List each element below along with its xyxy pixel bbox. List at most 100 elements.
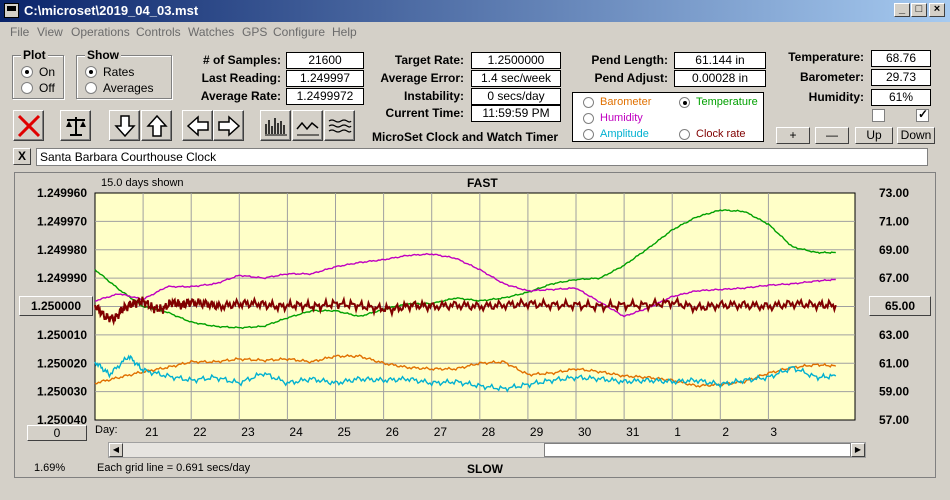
current-time-label: Current Time:	[385, 106, 464, 120]
checkbox-right[interactable]	[916, 107, 929, 122]
series-line-temperature	[94, 209, 836, 330]
down-button[interactable]: Down	[897, 127, 935, 144]
x-tick-label: 1	[674, 425, 681, 439]
series-radio-clock-rate[interactable]: Clock rate	[679, 128, 746, 140]
center-value-button[interactable]: 1.250000	[19, 296, 93, 316]
bar-graph-button[interactable]	[260, 110, 291, 141]
y-right-tick-label: 61.00	[879, 356, 909, 370]
plus-button[interactable]: +	[776, 127, 810, 144]
show-averages-label: Averages	[103, 81, 154, 95]
menu-controls[interactable]: Controls	[136, 25, 181, 39]
series-radio-barometer[interactable]: Barometer	[583, 96, 651, 108]
down-arrow-icon	[114, 115, 136, 138]
radio-indicator	[679, 128, 690, 140]
minus-button[interactable]: —	[815, 127, 849, 144]
x-tick-label: 23	[241, 425, 255, 439]
plot-on-label: On	[39, 65, 56, 79]
noise-graph-icon	[328, 119, 352, 133]
app-icon	[4, 3, 19, 18]
x-tick-label: 30	[578, 425, 592, 439]
show-averages-radio[interactable]: Averages	[85, 80, 153, 96]
y-left-tick-label: 1.250010	[37, 328, 87, 342]
close-window-button[interactable]: ×	[929, 3, 945, 17]
balance-button[interactable]	[60, 110, 91, 141]
slow-label: SLOW	[467, 462, 503, 476]
menu-watches[interactable]: Watches	[188, 25, 235, 39]
noise-graph-button[interactable]	[324, 110, 355, 141]
chart-svg: 1.249960 73.00 1.249970 71.00 1.249980 69.00 1…	[37, 186, 909, 439]
menu-gps[interactable]: GPS	[242, 25, 268, 39]
last-reading-label: Last Reading:	[201, 71, 281, 85]
x-tick-label: 29	[530, 425, 544, 439]
x-tick-label: 28	[482, 425, 496, 439]
x-tick-label: 2	[722, 425, 729, 439]
radio-on-indicator	[21, 66, 33, 78]
arrow-down-button[interactable]	[109, 110, 140, 141]
y-right-tick-label: 59.00	[879, 385, 909, 399]
menu-view[interactable]: View	[37, 25, 63, 39]
y-right-tick-label: 71.00	[879, 214, 909, 228]
show-group-title: Show	[85, 48, 121, 62]
horizontal-scrollbar[interactable]: ◀ ▶	[108, 442, 866, 458]
average-rate-label: Average Rate:	[200, 89, 281, 103]
right-arrow-icon	[218, 115, 241, 137]
y-left-tick-label: 1.249960	[37, 186, 87, 200]
up-arrow-icon	[146, 114, 168, 137]
maximize-button[interactable]: □	[911, 3, 927, 17]
plot-off-radio[interactable]: Off	[21, 80, 55, 96]
y-left-tick-label: 1.249990	[37, 271, 87, 285]
arrow-up-button[interactable]	[141, 110, 172, 141]
percent-label: 1.69%	[34, 462, 66, 474]
menu-configure[interactable]: Configure	[273, 25, 326, 39]
scroll-left-icon[interactable]: ◀	[109, 443, 123, 457]
humidity-label: Humidity:	[808, 90, 864, 104]
menu-operations[interactable]: Operations	[71, 25, 130, 39]
series-radio-amplitude[interactable]: Amplitude	[583, 128, 649, 140]
radio-indicator	[583, 96, 594, 108]
stop-button[interactable]	[13, 110, 44, 141]
plot-on-radio[interactable]: On	[21, 64, 55, 80]
series-radio-humidity[interactable]: Humidity	[583, 112, 643, 124]
checkbox-left[interactable]	[872, 109, 885, 122]
scroll-right-icon[interactable]: ▶	[851, 443, 865, 457]
pend-adjust-value: 0.00028 in	[674, 70, 766, 87]
day-label: Day:	[95, 424, 118, 436]
samples-label: # of Samples:	[202, 53, 281, 67]
scale-icon	[66, 117, 86, 136]
series-label-humidity: Humidity	[600, 112, 643, 124]
y-right-tick-label: 63.00	[879, 328, 909, 342]
menu-bar: File View Operations Controls Watches GP…	[0, 22, 950, 42]
y-left-tick-label: 1.250020	[37, 356, 87, 370]
y-left-tick-label: 1.249980	[37, 243, 87, 257]
right-center-button[interactable]: 65.00	[869, 296, 931, 316]
y-left-tick-label: 1.249970	[37, 214, 87, 228]
samples-value: 21600	[286, 52, 364, 69]
up-button[interactable]: Up	[855, 127, 893, 144]
radio-indicator	[583, 128, 594, 140]
menu-help[interactable]: Help	[332, 25, 357, 39]
menu-file[interactable]: File	[10, 25, 30, 39]
y-right-tick-label: 57.00	[879, 413, 909, 427]
minimize-button[interactable]: _	[894, 3, 910, 17]
scroll-thumb[interactable]	[544, 443, 851, 457]
zero-button[interactable]: 0	[27, 425, 87, 441]
wave-graph-button[interactable]	[292, 110, 323, 141]
clear-clock-button[interactable]: X	[13, 148, 31, 165]
arrow-right-button[interactable]	[213, 110, 244, 141]
show-rates-radio[interactable]: Rates	[85, 64, 134, 80]
series-radio-temperature[interactable]: Temperature	[679, 96, 758, 108]
series-selector-panel: Barometer Temperature Humidity Amplitude…	[572, 92, 764, 142]
series-label-temperature: Temperature	[696, 96, 758, 108]
last-reading-value: 1.249997	[286, 70, 364, 87]
show-group: Show Rates Averages	[76, 48, 172, 99]
y-right-tick-label: 67.00	[879, 271, 909, 285]
series-line-clock-rate	[94, 295, 837, 326]
y-right-tick-label: 69.00	[879, 243, 909, 257]
clock-name-field[interactable]: Santa Barbara Courthouse Clock	[36, 148, 928, 166]
fast-label: FAST	[467, 176, 498, 190]
target-rate-value: 1.2500000	[471, 52, 561, 69]
average-rate-value: 1.2499972	[286, 88, 364, 105]
chart-panel: 15.0 days shown FAST SLOW 1.69% Each gri…	[14, 172, 936, 478]
arrow-left-button[interactable]	[182, 110, 213, 141]
current-time-value: 11:59:59 PM	[471, 105, 561, 122]
